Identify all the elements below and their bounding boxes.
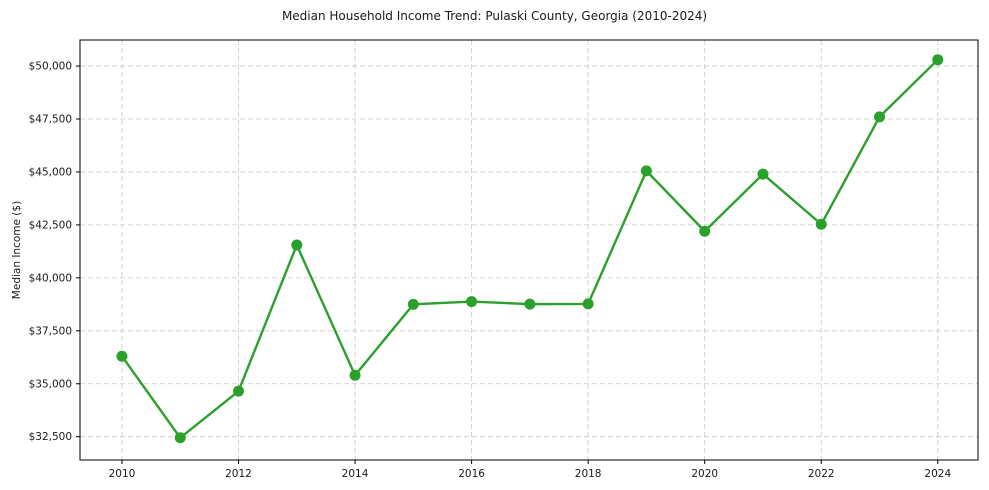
data-point-2020 [699, 225, 711, 237]
data-point-2016 [466, 296, 478, 308]
data-point-2013 [291, 239, 303, 251]
x-tick-label: 2024 [924, 468, 951, 480]
y-tick-label: $47,500 [29, 114, 72, 126]
x-tick-label: 2012 [225, 468, 252, 480]
data-point-2014 [349, 369, 361, 381]
data-point-2023 [874, 111, 886, 123]
data-point-2022 [815, 218, 827, 230]
plot-border [79, 39, 979, 461]
y-tick-label: $35,000 [29, 378, 72, 390]
data-point-2010 [116, 350, 128, 362]
x-tick-label: 2018 [575, 468, 602, 480]
data-point-2017 [524, 298, 536, 310]
y-tick-label: $45,000 [29, 166, 72, 178]
data-point-2011 [174, 432, 186, 444]
x-tick-label: 2014 [342, 468, 369, 480]
x-tick-label: 2016 [458, 468, 485, 480]
x-tick-label: 2010 [109, 468, 136, 480]
y-tick-label: $32,500 [29, 431, 72, 443]
y-tick-label: $42,500 [29, 219, 72, 231]
trend-line [120, 58, 939, 439]
chart-title: Median Household Income Trend: Pulaski C… [281, 9, 708, 23]
x-tick-label: 2022 [808, 468, 835, 480]
data-point-2015 [407, 298, 419, 310]
y-tick-label: $37,500 [29, 325, 72, 337]
y-tick-label: $50,000 [29, 61, 72, 73]
x-tick-label: 2020 [691, 468, 718, 480]
data-point-2019 [640, 165, 652, 177]
data-point-2012 [233, 385, 245, 397]
y-tick-label: $40,000 [29, 272, 72, 284]
data-point-2021 [757, 168, 769, 180]
data-point-2018 [582, 298, 594, 310]
data-point-2024 [932, 54, 944, 66]
